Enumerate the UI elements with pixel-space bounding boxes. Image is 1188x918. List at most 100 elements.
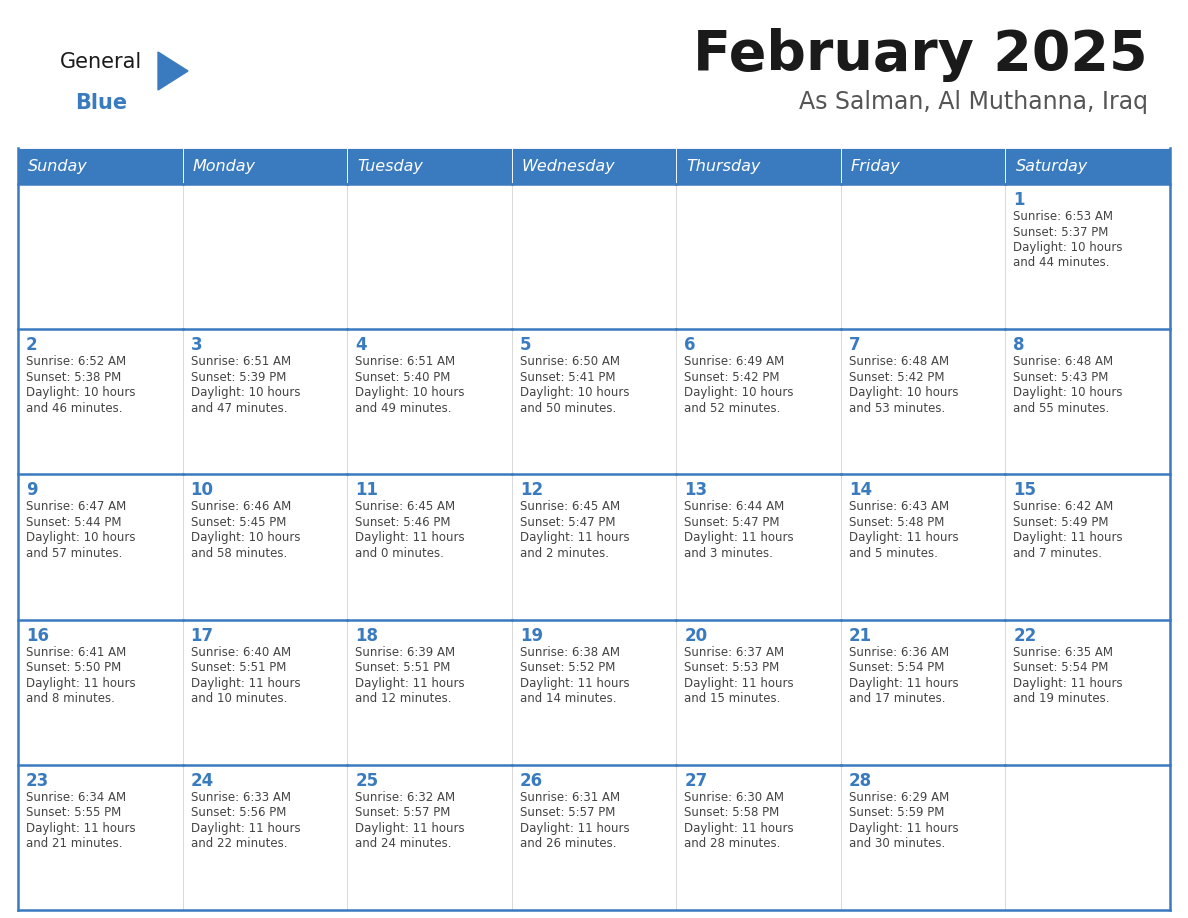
Text: and 5 minutes.: and 5 minutes. <box>849 547 937 560</box>
Text: Daylight: 10 hours: Daylight: 10 hours <box>190 532 301 544</box>
Polygon shape <box>158 52 188 90</box>
Text: Sunrise: 6:47 AM: Sunrise: 6:47 AM <box>26 500 126 513</box>
Text: and 0 minutes.: and 0 minutes. <box>355 547 444 560</box>
Text: Daylight: 10 hours: Daylight: 10 hours <box>26 386 135 399</box>
Text: and 2 minutes.: and 2 minutes. <box>519 547 608 560</box>
Text: and 21 minutes.: and 21 minutes. <box>26 837 122 850</box>
Text: 6: 6 <box>684 336 696 354</box>
Text: 13: 13 <box>684 481 707 499</box>
Bar <box>18 475 183 620</box>
Text: 26: 26 <box>519 772 543 789</box>
Bar <box>676 620 841 765</box>
Text: Daylight: 11 hours: Daylight: 11 hours <box>26 677 135 689</box>
Text: and 44 minutes.: and 44 minutes. <box>1013 256 1110 270</box>
Text: Sunset: 5:50 PM: Sunset: 5:50 PM <box>26 661 121 674</box>
Text: Daylight: 10 hours: Daylight: 10 hours <box>684 386 794 399</box>
Text: and 7 minutes.: and 7 minutes. <box>1013 547 1102 560</box>
Text: 23: 23 <box>26 772 49 789</box>
Bar <box>18 765 183 910</box>
Text: Blue: Blue <box>75 93 127 113</box>
Bar <box>512 184 676 330</box>
Text: Sunrise: 6:32 AM: Sunrise: 6:32 AM <box>355 790 455 804</box>
Text: Daylight: 10 hours: Daylight: 10 hours <box>1013 241 1123 254</box>
Text: 21: 21 <box>849 627 872 644</box>
Bar <box>841 620 1005 765</box>
Text: Sunset: 5:58 PM: Sunset: 5:58 PM <box>684 806 779 819</box>
Text: 16: 16 <box>26 627 49 644</box>
Text: and 52 minutes.: and 52 minutes. <box>684 402 781 415</box>
Text: and 17 minutes.: and 17 minutes. <box>849 692 946 705</box>
Text: Daylight: 11 hours: Daylight: 11 hours <box>519 532 630 544</box>
Text: Sunset: 5:51 PM: Sunset: 5:51 PM <box>355 661 450 674</box>
Text: Sunset: 5:49 PM: Sunset: 5:49 PM <box>1013 516 1108 529</box>
Text: Sunrise: 6:53 AM: Sunrise: 6:53 AM <box>1013 210 1113 223</box>
Text: 24: 24 <box>190 772 214 789</box>
Text: Sunrise: 6:39 AM: Sunrise: 6:39 AM <box>355 645 455 658</box>
Text: 9: 9 <box>26 481 38 499</box>
Text: Sunset: 5:48 PM: Sunset: 5:48 PM <box>849 516 944 529</box>
Text: 28: 28 <box>849 772 872 789</box>
Text: Sunset: 5:57 PM: Sunset: 5:57 PM <box>519 806 615 819</box>
Text: 5: 5 <box>519 336 531 354</box>
Text: and 30 minutes.: and 30 minutes. <box>849 837 946 850</box>
Text: Daylight: 11 hours: Daylight: 11 hours <box>849 532 959 544</box>
Text: Sunset: 5:42 PM: Sunset: 5:42 PM <box>849 371 944 384</box>
Bar <box>676 330 841 475</box>
Text: Sunrise: 6:34 AM: Sunrise: 6:34 AM <box>26 790 126 804</box>
Text: Sunday: Sunday <box>29 159 88 174</box>
Text: Sunrise: 6:45 AM: Sunrise: 6:45 AM <box>355 500 455 513</box>
Text: 15: 15 <box>1013 481 1036 499</box>
Text: 11: 11 <box>355 481 378 499</box>
Text: Daylight: 11 hours: Daylight: 11 hours <box>849 822 959 834</box>
Bar <box>512 620 676 765</box>
Text: Tuesday: Tuesday <box>358 159 423 174</box>
Text: As Salman, Al Muthanna, Iraq: As Salman, Al Muthanna, Iraq <box>800 90 1148 114</box>
Text: Sunset: 5:55 PM: Sunset: 5:55 PM <box>26 806 121 819</box>
Bar <box>676 475 841 620</box>
Bar <box>512 475 676 620</box>
Text: Daylight: 11 hours: Daylight: 11 hours <box>684 677 794 689</box>
Bar <box>841 148 1005 184</box>
Bar <box>841 330 1005 475</box>
Text: Daylight: 11 hours: Daylight: 11 hours <box>190 822 301 834</box>
Text: 20: 20 <box>684 627 707 644</box>
Text: Sunset: 5:40 PM: Sunset: 5:40 PM <box>355 371 450 384</box>
Text: Sunrise: 6:48 AM: Sunrise: 6:48 AM <box>849 355 949 368</box>
Text: Sunrise: 6:37 AM: Sunrise: 6:37 AM <box>684 645 784 658</box>
Bar <box>18 330 183 475</box>
Text: Sunset: 5:41 PM: Sunset: 5:41 PM <box>519 371 615 384</box>
Text: Daylight: 11 hours: Daylight: 11 hours <box>1013 532 1123 544</box>
Bar <box>676 184 841 330</box>
Text: Sunset: 5:54 PM: Sunset: 5:54 PM <box>1013 661 1108 674</box>
Text: Sunset: 5:43 PM: Sunset: 5:43 PM <box>1013 371 1108 384</box>
Text: Daylight: 10 hours: Daylight: 10 hours <box>26 532 135 544</box>
Text: and 3 minutes.: and 3 minutes. <box>684 547 773 560</box>
Text: Sunrise: 6:45 AM: Sunrise: 6:45 AM <box>519 500 620 513</box>
Bar <box>347 184 512 330</box>
Text: and 53 minutes.: and 53 minutes. <box>849 402 946 415</box>
Text: Sunrise: 6:43 AM: Sunrise: 6:43 AM <box>849 500 949 513</box>
Text: and 28 minutes.: and 28 minutes. <box>684 837 781 850</box>
Text: Daylight: 11 hours: Daylight: 11 hours <box>519 677 630 689</box>
Text: Thursday: Thursday <box>687 159 760 174</box>
Text: Daylight: 11 hours: Daylight: 11 hours <box>355 822 465 834</box>
Text: Sunrise: 6:29 AM: Sunrise: 6:29 AM <box>849 790 949 804</box>
Text: and 49 minutes.: and 49 minutes. <box>355 402 451 415</box>
Bar <box>183 330 347 475</box>
Bar <box>347 620 512 765</box>
Text: Daylight: 11 hours: Daylight: 11 hours <box>355 532 465 544</box>
Bar <box>347 330 512 475</box>
Bar <box>347 765 512 910</box>
Text: Daylight: 10 hours: Daylight: 10 hours <box>190 386 301 399</box>
Text: and 58 minutes.: and 58 minutes. <box>190 547 286 560</box>
Text: 3: 3 <box>190 336 202 354</box>
Text: and 46 minutes.: and 46 minutes. <box>26 402 122 415</box>
Text: Sunset: 5:38 PM: Sunset: 5:38 PM <box>26 371 121 384</box>
Text: and 12 minutes.: and 12 minutes. <box>355 692 451 705</box>
Text: Sunset: 5:46 PM: Sunset: 5:46 PM <box>355 516 450 529</box>
Text: Sunset: 5:42 PM: Sunset: 5:42 PM <box>684 371 779 384</box>
Text: and 24 minutes.: and 24 minutes. <box>355 837 451 850</box>
Text: Sunrise: 6:33 AM: Sunrise: 6:33 AM <box>190 790 291 804</box>
Text: Daylight: 11 hours: Daylight: 11 hours <box>684 532 794 544</box>
Bar <box>1005 475 1170 620</box>
